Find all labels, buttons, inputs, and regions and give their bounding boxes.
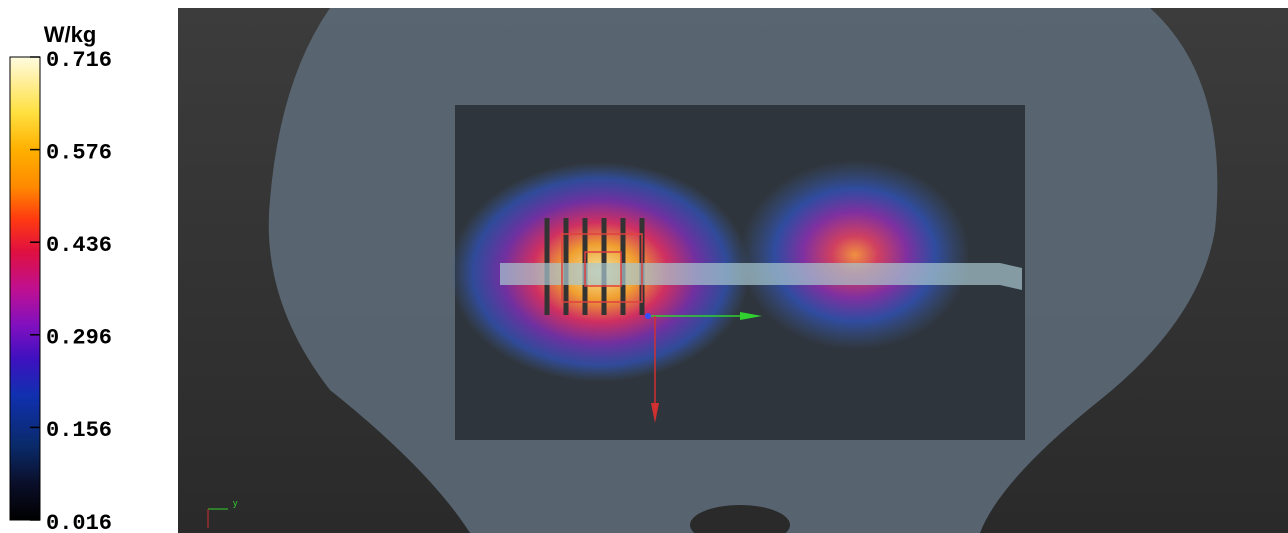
colorbar [9, 56, 41, 521]
origin [645, 313, 651, 319]
colorbar-unit: W/kg [44, 22, 97, 47]
cutout [690, 505, 790, 533]
tick-label: 0.436 [46, 233, 112, 258]
tick-label: 0.716 [46, 48, 112, 73]
axis-arrow [651, 403, 659, 423]
triad-label: y [233, 498, 238, 508]
probe [500, 263, 1022, 290]
frame [584, 251, 622, 287]
tick-label: 0.016 [46, 511, 112, 533]
tick-label: 0.576 [46, 140, 112, 165]
frame [561, 233, 643, 303]
axis-arrow [740, 312, 762, 320]
tick-label: 0.296 [46, 326, 112, 351]
hotspot [740, 160, 970, 350]
tick-label: 0.156 [46, 418, 112, 443]
